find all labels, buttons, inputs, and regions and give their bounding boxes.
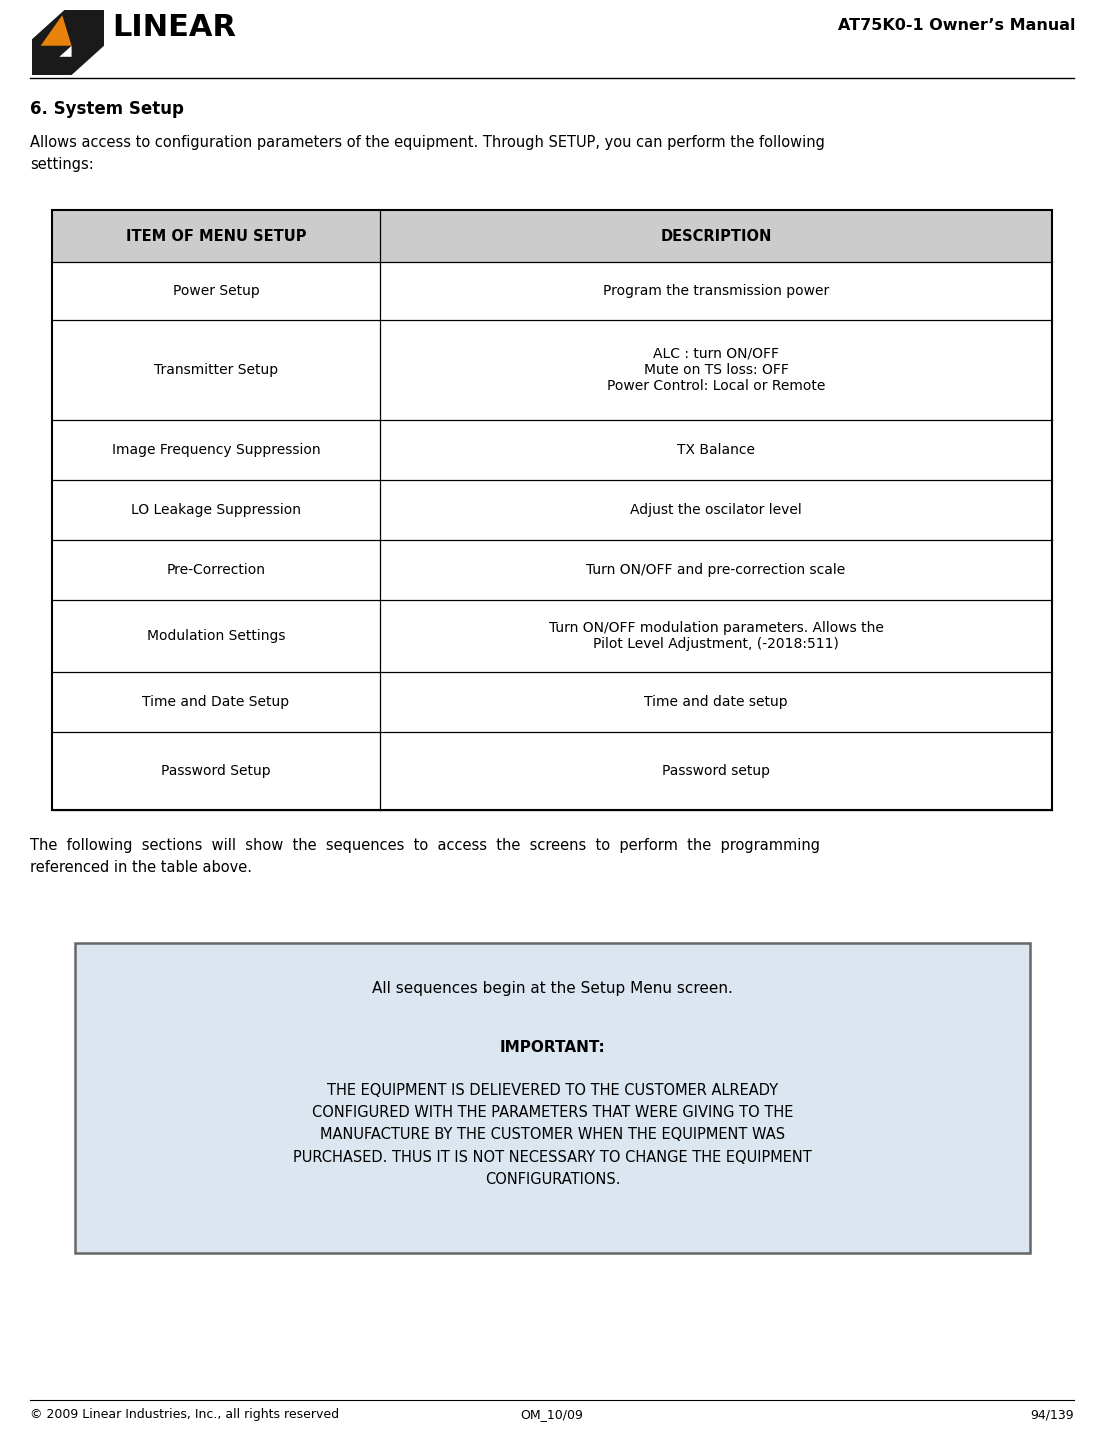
- Bar: [52, 600, 1052, 672]
- Text: Allows access to configuration parameters of the equipment. Through SETUP, you c: Allows access to configuration parameter…: [30, 134, 825, 171]
- Text: Image Frequency Suppression: Image Frequency Suppression: [112, 443, 320, 457]
- Bar: [52, 210, 1052, 810]
- Text: 94/139: 94/139: [1030, 1408, 1074, 1420]
- Text: The  following  sections  will  show  the  sequences  to  access  the  screens  : The following sections will show the seq…: [30, 837, 820, 875]
- Text: LINEAR: LINEAR: [112, 13, 236, 41]
- Text: TX Balance: TX Balance: [677, 443, 755, 457]
- Text: 6. System Setup: 6. System Setup: [30, 100, 184, 119]
- Text: AT75K0-1 Owner’s Manual: AT75K0-1 Owner’s Manual: [838, 19, 1075, 33]
- Text: IMPORTANT:: IMPORTANT:: [500, 1040, 605, 1056]
- Text: OM_10/09: OM_10/09: [521, 1408, 583, 1420]
- Text: Password Setup: Password Setup: [161, 765, 270, 777]
- Text: Transmitter Setup: Transmitter Setup: [153, 363, 278, 377]
- Polygon shape: [32, 10, 104, 74]
- Bar: [52, 262, 1052, 320]
- Bar: [52, 210, 1052, 262]
- Text: Turn ON/OFF modulation parameters. Allows the
Pilot Level Adjustment, (-2018:511: Turn ON/OFF modulation parameters. Allow…: [549, 620, 883, 652]
- Text: Program the transmission power: Program the transmission power: [603, 284, 829, 299]
- Bar: [52, 540, 1052, 600]
- Text: Power Setup: Power Setup: [172, 284, 259, 299]
- Polygon shape: [41, 16, 72, 46]
- Text: DESCRIPTION: DESCRIPTION: [660, 229, 772, 243]
- Bar: [52, 672, 1052, 732]
- Text: Time and date setup: Time and date setup: [645, 694, 788, 709]
- Bar: [52, 420, 1052, 480]
- Text: Pre-Correction: Pre-Correction: [167, 563, 265, 577]
- Text: © 2009 Linear Industries, Inc., all rights reserved: © 2009 Linear Industries, Inc., all righ…: [30, 1408, 339, 1420]
- Text: LO Leakage Suppression: LO Leakage Suppression: [131, 503, 301, 517]
- Bar: [52, 732, 1052, 810]
- Text: ALC : turn ON/OFF
Mute on TS loss: OFF
Power Control: Local or Remote: ALC : turn ON/OFF Mute on TS loss: OFF P…: [607, 347, 825, 393]
- Bar: [52, 320, 1052, 420]
- Text: All sequences begin at the Setup Menu screen.: All sequences begin at the Setup Menu sc…: [372, 980, 733, 996]
- Text: Modulation Settings: Modulation Settings: [147, 629, 285, 643]
- Text: Time and Date Setup: Time and Date Setup: [142, 694, 289, 709]
- Polygon shape: [60, 46, 72, 57]
- Bar: [75, 943, 1030, 1253]
- Text: ITEM OF MENU SETUP: ITEM OF MENU SETUP: [126, 229, 306, 243]
- Text: Password setup: Password setup: [662, 765, 769, 777]
- Text: Turn ON/OFF and pre-correction scale: Turn ON/OFF and pre-correction scale: [586, 563, 846, 577]
- Text: Adjust the oscilator level: Adjust the oscilator level: [630, 503, 802, 517]
- Text: THE EQUIPMENT IS DELIEVERED TO THE CUSTOMER ALREADY
CONFIGURED WITH THE PARAMETE: THE EQUIPMENT IS DELIEVERED TO THE CUSTO…: [294, 1083, 811, 1187]
- Bar: [52, 480, 1052, 540]
